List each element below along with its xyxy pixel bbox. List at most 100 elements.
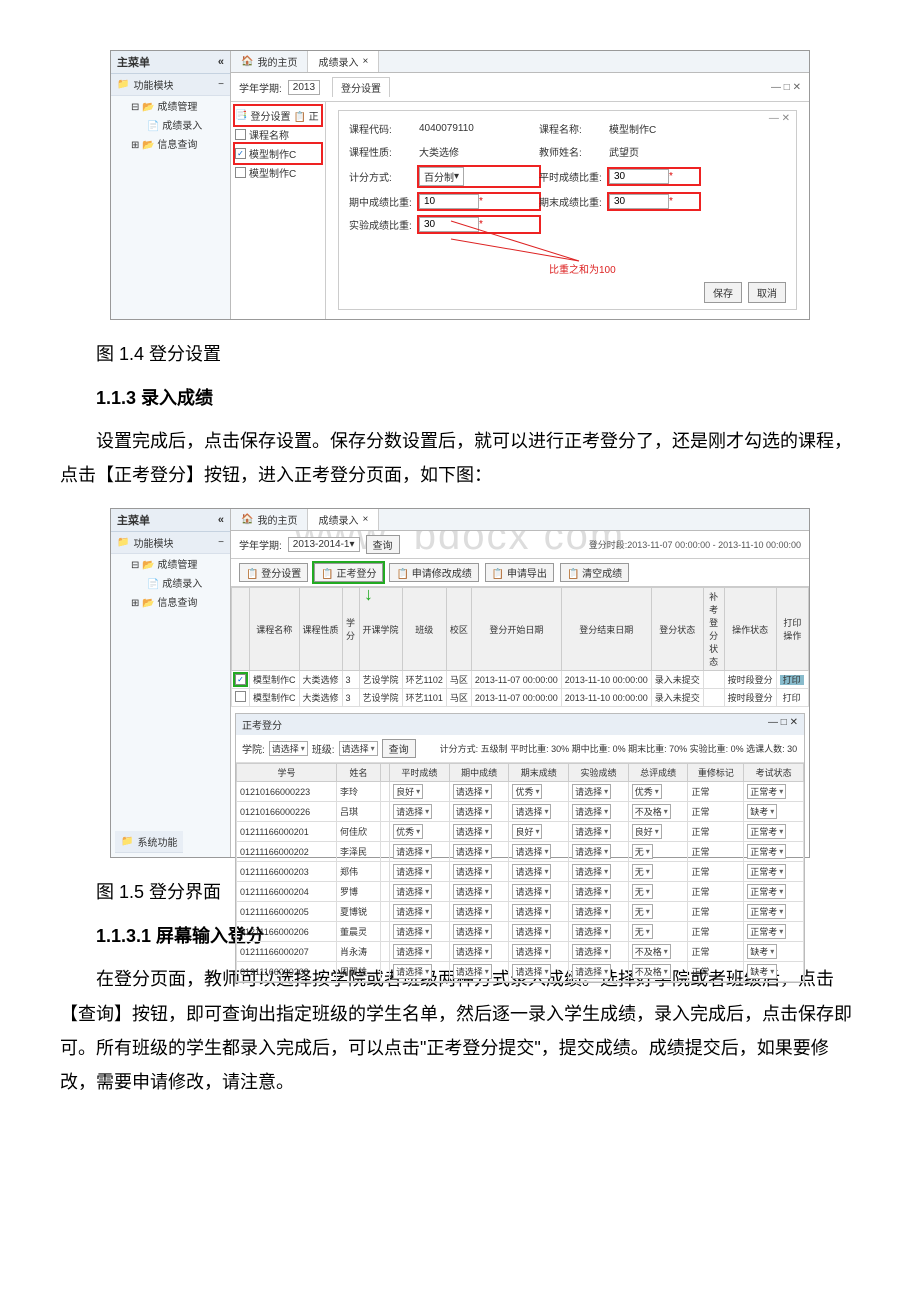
score-select[interactable]: 良好 — [393, 784, 423, 799]
minus-icon[interactable]: − — [218, 79, 224, 90]
cancel-button[interactable]: 取消 — [748, 282, 786, 303]
score-select[interactable]: 请选择 — [393, 964, 432, 979]
table-row[interactable]: 01211166000205夏博锐请选择请选择请选择请选择无正常正常考 — [237, 902, 804, 922]
check-model-c[interactable]: ✓模型制作C — [235, 144, 321, 163]
score-select[interactable]: 请选择 — [393, 924, 432, 939]
close-icon[interactable]: × — [362, 56, 368, 67]
save-button[interactable]: 保存 — [704, 282, 742, 303]
score-select[interactable]: 无 — [632, 864, 653, 879]
collapse-icon[interactable]: « — [218, 514, 224, 526]
score-select[interactable]: 无 — [632, 844, 653, 859]
query-button[interactable]: 查询 — [366, 535, 400, 554]
score-select[interactable]: 请选择 — [572, 944, 611, 959]
score-select[interactable]: 请选择 — [393, 884, 432, 899]
score-select[interactable]: 请选择 — [572, 844, 611, 859]
score-select[interactable]: 请选择 — [572, 884, 611, 899]
college-select[interactable]: 请选择 — [269, 741, 308, 756]
status-select[interactable]: 正常考 — [747, 864, 786, 879]
tree-node-info-query[interactable]: ⊞ 📂 信息查询 — [111, 134, 230, 153]
tree-node-info-query[interactable]: ⊞ 📂 信息查询 — [111, 592, 230, 611]
score-select[interactable]: 请选择 — [453, 804, 492, 819]
sys-func[interactable]: 📁 系统功能 — [115, 831, 183, 853]
table-row[interactable]: 01210166000223李玲良好请选择优秀请选择优秀正常正常考 — [237, 782, 804, 802]
minus-icon[interactable]: − — [218, 537, 224, 548]
score-select[interactable]: 请选择 — [393, 904, 432, 919]
score-select[interactable]: 请选择 — [393, 804, 432, 819]
score-select[interactable]: 请选择 — [453, 844, 492, 859]
score-select[interactable]: 请选择 — [453, 924, 492, 939]
tree-leaf-score-entry[interactable]: 📄 成绩录入 — [111, 573, 230, 592]
class-select[interactable]: 请选择 — [339, 741, 378, 756]
score-select[interactable]: 请选择 — [512, 904, 551, 919]
zhengkao-button[interactable]: 📋 正考登分 — [314, 563, 383, 582]
status-select[interactable]: 正常考 — [747, 844, 786, 859]
score-select[interactable]: 请选择 — [453, 884, 492, 899]
score-select[interactable]: 请选择 — [512, 844, 551, 859]
table-row[interactable]: 01211166000206董晨灵请选择请选择请选择请选择无正常正常考 — [237, 922, 804, 942]
row-checkbox[interactable]: ✓ — [235, 674, 246, 685]
status-select[interactable]: 正常考 — [747, 824, 786, 839]
score-select[interactable]: 请选择 — [453, 904, 492, 919]
score-select[interactable]: 请选择 — [572, 964, 611, 979]
score-select[interactable]: 无 — [632, 904, 653, 919]
score-select[interactable]: 请选择 — [572, 924, 611, 939]
score-select[interactable]: 请选择 — [393, 844, 432, 859]
window-controls[interactable]: — □ ✕ — [768, 717, 798, 732]
score-select[interactable]: 请选择 — [512, 884, 551, 899]
score-select[interactable]: 良好 — [632, 824, 662, 839]
score-select[interactable]: 无 — [632, 884, 653, 899]
table-row[interactable]: 01211166000204罗博请选择请选择请选择请选择无正常正常考 — [237, 882, 804, 902]
score-select[interactable]: 请选择 — [572, 804, 611, 819]
score-select[interactable]: 请选择 — [512, 924, 551, 939]
status-select[interactable]: 正常考 — [747, 884, 786, 899]
term-select[interactable]: 2013-2014-1 ▾ — [288, 537, 360, 552]
score-select[interactable]: 请选择 — [572, 824, 611, 839]
panel-close-icon[interactable]: — ✕ — [769, 113, 790, 124]
table-row[interactable]: ✓模型制作C大类选修3艺设学院环艺1102马区2013-11-07 00:00:… — [232, 671, 809, 689]
row-checkbox[interactable] — [235, 691, 246, 702]
apply-export-button[interactable]: 📋 申请导出 — [485, 563, 554, 582]
usual-input[interactable] — [609, 169, 669, 184]
score-select[interactable]: 请选择 — [453, 824, 492, 839]
score-select[interactable]: 优秀 — [632, 784, 662, 799]
settings-button[interactable]: 📑 登分设置 📋 正 — [235, 106, 321, 125]
apply-modify-button[interactable]: 📋 申请修改成绩 — [389, 563, 478, 582]
settings-button[interactable]: 📋 登分设置 — [239, 563, 308, 582]
tab-score-entry[interactable]: 成绩录入 × — [308, 51, 379, 72]
score-select[interactable]: 请选择 — [393, 944, 432, 959]
status-select[interactable]: 正常考 — [747, 784, 786, 799]
status-select[interactable]: 正常考 — [747, 904, 786, 919]
score-select[interactable]: 请选择 — [453, 944, 492, 959]
tree-leaf-score-entry[interactable]: 📄 成绩录入 — [111, 115, 230, 134]
table-row[interactable]: 01210166000226吕琪请选择请选择请选择请选择不及格正常缺考 — [237, 802, 804, 822]
tree-node-score-mgmt[interactable]: ⊟ 📂 成绩管理 — [111, 96, 230, 115]
table-row[interactable]: 01211166000202李泽民请选择请选择请选择请选择无正常正常考 — [237, 842, 804, 862]
status-select[interactable]: 缺考 — [747, 944, 777, 959]
final-input[interactable] — [609, 194, 669, 209]
score-select[interactable]: 请选择 — [512, 804, 551, 819]
check-course-name[interactable]: 课程名称 — [235, 125, 321, 144]
score-select[interactable]: 请选择 — [453, 964, 492, 979]
score-select[interactable]: 不及格 — [632, 944, 671, 959]
score-select[interactable]: 请选择 — [512, 944, 551, 959]
method-select[interactable]: 百分制 ▾ — [419, 167, 464, 186]
score-select[interactable]: 优秀 — [393, 824, 423, 839]
tab-home[interactable]: 🏠 我的主页 — [231, 509, 308, 530]
score-select[interactable]: 良好 — [512, 824, 542, 839]
table-row[interactable]: 01211166000203郑伟请选择请选择请选择请选择无正常正常考 — [237, 862, 804, 882]
tree-node-score-mgmt[interactable]: ⊟ 📂 成绩管理 — [111, 554, 230, 573]
score-select[interactable]: 请选择 — [572, 784, 611, 799]
table-row[interactable]: 01211166000201何佳欣优秀请选择良好请选择良好正常正常考 — [237, 822, 804, 842]
score-select[interactable]: 请选择 — [453, 864, 492, 879]
table-row[interactable]: 01211166000208周翼雄请选择请选择请选择请选择不及格正常缺考 — [237, 962, 804, 982]
score-select[interactable]: 不及格 — [632, 804, 671, 819]
mid-input[interactable] — [419, 194, 479, 209]
tab-home[interactable]: 🏠 我的主页 — [231, 51, 308, 72]
term-select[interactable]: 2013 — [288, 80, 320, 95]
score-select[interactable]: 无 — [632, 924, 653, 939]
tab-score-entry[interactable]: 成绩录入 × — [308, 509, 379, 530]
collapse-icon[interactable]: « — [218, 56, 224, 68]
check-model-c-2[interactable]: 模型制作C — [235, 163, 321, 182]
exp-input[interactable] — [419, 217, 479, 232]
score-select[interactable]: 优秀 — [512, 784, 542, 799]
